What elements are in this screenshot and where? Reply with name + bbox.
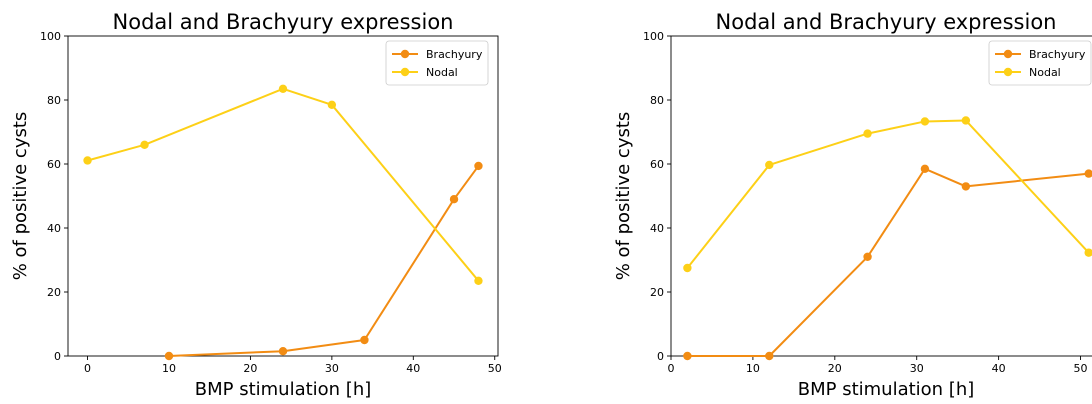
legend-marker [400,67,410,77]
legend: Brachyury Nodal [385,40,489,86]
series-nodal [83,84,483,285]
legend-label: Nodal [1029,66,1061,79]
y-axis-label: % of positive cysts [613,112,634,281]
x-tick-label: 0 [668,362,675,375]
series-brachyury [164,161,483,361]
x-tick-label: 20 [828,362,842,375]
data-point [863,252,872,261]
series-line-nodal [686,119,1090,269]
x-tick-label: 20 [243,362,257,375]
data-point [765,351,774,361]
y-tick-label: 20 [47,286,61,299]
data-point [140,140,149,149]
y-tick-label: 0 [657,350,664,363]
y-tick-label: 60 [47,158,61,171]
chart-panel-2: 0 10 20 30 40 50 0 20 40 60 80 100 Nodal and Brachyu… [613,10,1092,400]
y-tick-label: 40 [47,222,61,235]
series-line-brachyury [167,164,480,357]
data-point [1084,248,1092,257]
legend-label: Nodal [426,66,458,79]
x-tick-label: 40 [406,362,420,375]
y-tick-label: 0 [54,350,61,363]
data-point [683,351,692,361]
legend-box [385,40,489,86]
data-point [863,129,872,138]
y-tick-label: 80 [650,94,664,107]
y-tick-label: 100 [643,30,664,43]
series-line-brachyury [686,167,1090,357]
y-tick-label: 40 [650,222,664,235]
data-point [278,347,288,356]
axes-frame [67,35,499,357]
data-point [449,195,459,204]
legend-marker [1003,49,1013,59]
chart-title: Nodal and Brachyury expression [113,10,454,34]
data-point [1084,169,1092,178]
data-point [920,164,930,173]
x-tick-label: 0 [84,362,91,375]
y-tick-label: 80 [47,94,61,107]
legend-marker [400,49,410,59]
x-tick-label: 10 [746,362,760,375]
legend-marker [1003,67,1013,77]
y-tick-label: 20 [650,286,664,299]
data-point [164,351,174,361]
data-point [278,84,288,94]
data-point [765,160,774,170]
x-axis-label: BMP stimulation [h] [195,379,372,400]
chart-title: Nodal and Brachyury expression [716,10,1057,34]
x-tick-label: 50 [488,362,502,375]
x-tick-label: 30 [325,362,339,375]
legend-label: Brachyury [426,48,483,61]
series-brachyury [683,164,1092,361]
chart-panel-1: 0 10 20 30 40 50 0 20 40 60 80 100 Nodal and Brachyu… [10,10,502,400]
data-point [474,276,483,285]
y-tick-label: 60 [650,158,664,171]
y-tick-label: 100 [40,30,61,43]
data-point [327,100,337,110]
data-point [360,335,369,345]
data-point [683,263,692,273]
series-nodal [683,116,1092,273]
x-tick-label: 50 [1074,362,1088,375]
data-point [961,116,971,125]
x-axis-label: BMP stimulation [h] [798,379,975,400]
legend: Brachyury Nodal [988,40,1092,86]
data-point [961,182,971,191]
axes-frame [670,35,1092,357]
legend-label: Brachyury [1029,48,1086,61]
y-axis-label: % of positive cysts [10,112,31,281]
legend-box [988,40,1092,86]
x-tick-label: 30 [910,362,924,375]
data-point [474,161,483,171]
data-point [83,156,92,165]
x-tick-label: 40 [992,362,1006,375]
data-point [920,117,930,126]
x-tick-label: 10 [162,362,176,375]
